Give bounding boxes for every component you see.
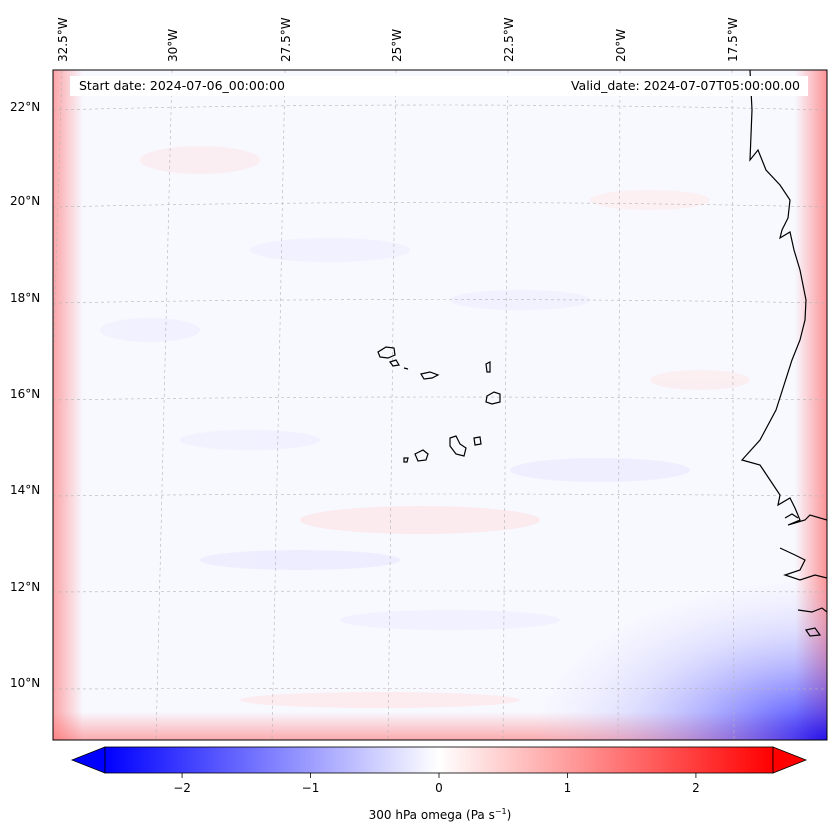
lat-label-18n: 18°N [10, 291, 41, 305]
colorbar-tick-label: 2 [692, 781, 700, 795]
coastline-africa [740, 70, 827, 637]
colorbar [70, 746, 808, 778]
lon-label-22-5w: 22.5°W [502, 17, 516, 62]
lon-label-32-5w: 32.5°W [56, 17, 70, 62]
lat-label-10n: 10°N [10, 676, 41, 690]
colorbar-title: 300 hPa omega (Pa s−1) [368, 807, 512, 822]
map-frame [52, 69, 828, 741]
colorbar-gradient [104, 746, 774, 774]
lat-label-22n: 22°N [10, 100, 41, 114]
lon-label-25w: 25°W [390, 28, 404, 62]
colorbar-max-extend [772, 746, 808, 774]
lon-label-30w: 30°W [166, 28, 180, 62]
lon-label-17-5w: 17.5°W [726, 17, 740, 62]
cape-verde-islands [377, 346, 501, 463]
date-banner [70, 76, 808, 96]
lat-label-20n: 20°N [10, 194, 41, 208]
lat-label-16n: 16°N [10, 387, 41, 401]
colorbar-tick-label: 1 [563, 781, 572, 795]
valid-date-text: Valid_date: 2024-07-07T05:00:00.00 [570, 78, 800, 93]
lat-label-14n: 14°N [10, 483, 41, 497]
colorbar-tick-label: 0 [435, 781, 443, 795]
lat-label-12n: 12°N [10, 580, 41, 594]
colorbar-tick-label: −2 [173, 781, 191, 795]
lon-label-20w: 20°W [614, 28, 628, 62]
colorbar-tick-label: −1 [301, 781, 320, 795]
lon-label-27-5w: 27.5°W [279, 17, 293, 62]
graticule [53, 70, 827, 740]
colorbar-min-extend [70, 746, 106, 774]
start-date-text: Start date: 2024-07-06_00:00:00 [79, 78, 285, 93]
omega-field [53, 70, 827, 740]
